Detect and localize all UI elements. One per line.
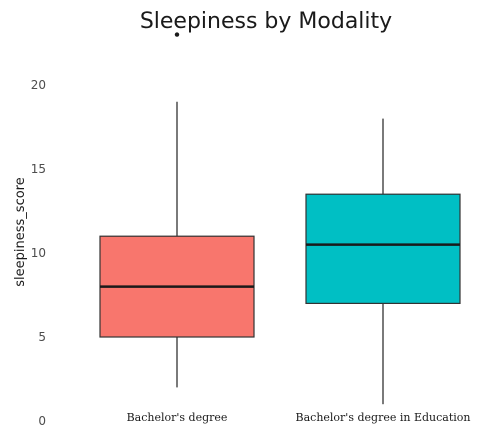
box-group	[99, 32, 255, 388]
y-axis-label: sleepiness_score	[13, 177, 28, 286]
y-axis-ticks: 0 5 10 15 20	[31, 78, 46, 428]
y-tick-label: 10	[31, 246, 46, 260]
chart-title: Sleepiness by Modality	[140, 9, 392, 34]
y-tick-label: 20	[31, 78, 46, 92]
x-tick-label: Bachelor's degree in Education	[296, 411, 471, 424]
y-tick-label: 5	[38, 330, 46, 344]
box-series	[99, 32, 461, 405]
box	[305, 193, 461, 304]
y-tick-label: 15	[31, 162, 46, 176]
y-tick-label: 0	[38, 414, 46, 428]
x-tick-label: Bachelor's degree	[127, 411, 228, 424]
box-group	[305, 118, 461, 405]
x-axis-ticks: Bachelor's degree Bachelor's degree in Ed…	[127, 411, 471, 424]
outlier-point	[174, 32, 180, 37]
